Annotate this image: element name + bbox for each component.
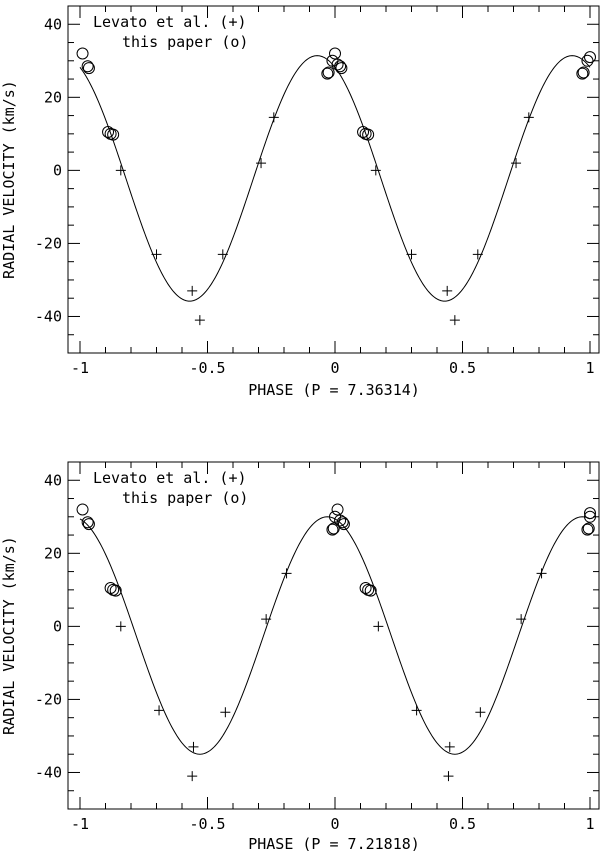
data-point-circle [337, 518, 350, 531]
chart-panel-1: -1 -0.5 0 0.5 1 -40 -20 0 20 40 PHASE (P = 7.36314… [0, 5, 600, 399]
y-tick-label: 0 [53, 617, 62, 635]
x-tick-label: 0 [330, 359, 339, 377]
data-point-plus [536, 568, 547, 579]
x-tick-label: 0.5 [449, 815, 476, 833]
data-point-circle [577, 66, 590, 79]
x-tick-label: 0.5 [449, 359, 476, 377]
y-axis-title: RADIAL VELOCITY (km/s) [0, 80, 18, 279]
y-tick-label: -20 [35, 690, 62, 708]
data-point-circle [76, 503, 89, 516]
data-point-plus [115, 165, 126, 176]
data-point-circle [582, 522, 595, 535]
y-tick-label: 20 [44, 544, 62, 562]
data-point-circle [321, 67, 334, 80]
plot-frame [67, 461, 600, 810]
y-tick-label: 0 [53, 161, 62, 179]
plot-frame [67, 5, 600, 354]
data-point-circle [364, 584, 377, 597]
x-tick-label: -0.5 [189, 359, 225, 377]
y-tick-label: 40 [44, 15, 62, 33]
data-point-circle [81, 60, 94, 73]
chart-panel-2: -1 -0.5 0 0.5 1 -40 -20 0 20 40 PHASE (P = 7.21818… [0, 461, 600, 853]
y-tick-label: 40 [44, 471, 62, 489]
legend-entry: this paper (o) [122, 489, 248, 507]
fit-curve [79, 516, 591, 755]
y-tick-label: -40 [35, 763, 62, 781]
data-point-plus [188, 741, 199, 752]
x-tick-label: 1 [585, 815, 594, 833]
data-point-plus [523, 112, 534, 123]
legend-entry: Levato et al. (+) [93, 469, 247, 487]
data-point-circle [82, 518, 95, 531]
data-point-plus [187, 285, 198, 296]
data-point-circle [331, 503, 344, 516]
data-point-plus [444, 741, 455, 752]
y-tick-label: 20 [44, 88, 62, 106]
data-point-circle [109, 584, 122, 597]
data-point-plus [220, 707, 231, 718]
data-point-circle [336, 516, 349, 529]
data-point-plus [281, 568, 292, 579]
data-point-plus [511, 158, 522, 169]
data-point-circle [81, 516, 94, 529]
data-point-circle [329, 47, 341, 60]
x-axis-title: PHASE (P = 7.36314) [248, 381, 420, 399]
x-tick-label: 0 [330, 815, 339, 833]
data-point-circle [327, 522, 340, 535]
x-tick-label: 1 [585, 359, 594, 377]
data-point-plus [442, 285, 453, 296]
data-point-circle [581, 523, 594, 536]
data-point-plus [194, 315, 205, 326]
legend-entry: Levato et al. (+) [93, 13, 247, 31]
data-point-plus [268, 112, 279, 123]
data-point-plus [449, 315, 460, 326]
y-tick-label: -20 [35, 234, 62, 252]
data-point-plus [187, 771, 198, 782]
x-tick-label: -1 [71, 815, 89, 833]
data-point-circle [576, 67, 589, 80]
data-point-circle [326, 523, 339, 536]
data-point-plus [115, 621, 126, 632]
data-point-plus [154, 705, 165, 716]
x-tick-label: -1 [71, 359, 89, 377]
data-point-circle [82, 62, 95, 75]
x-axis-title: PHASE (P = 7.21818) [248, 835, 420, 853]
data-point-plus [370, 165, 381, 176]
fit-curve [79, 55, 591, 302]
data-point-plus [256, 158, 267, 169]
legend-entry: this paper (o) [122, 33, 248, 51]
data-point-circle [322, 66, 335, 79]
data-point-plus [373, 621, 384, 632]
data-point-circle [581, 54, 594, 67]
data-point-plus [411, 705, 422, 716]
x-tick-label: -0.5 [189, 815, 225, 833]
data-point-circle [76, 47, 89, 60]
y-axis-title: RADIAL VELOCITY (km/s) [0, 536, 18, 735]
data-point-plus [443, 771, 454, 782]
y-tick-label: -40 [35, 307, 62, 325]
data-point-circle [584, 51, 596, 64]
data-point-circle [334, 514, 347, 527]
data-point-plus [475, 707, 486, 718]
